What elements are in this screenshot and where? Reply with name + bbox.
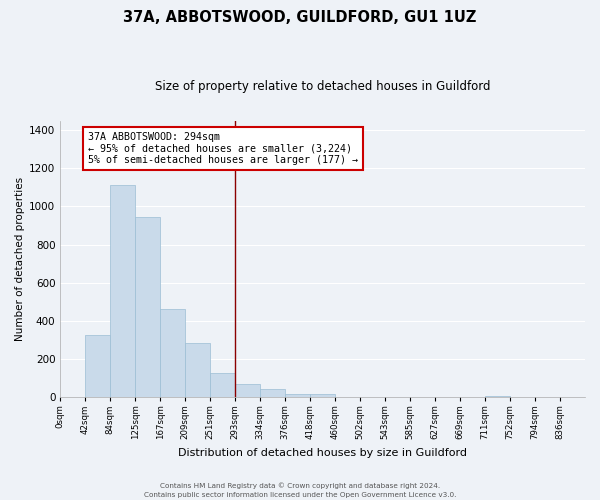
Text: 37A, ABBOTSWOOD, GUILDFORD, GU1 1UZ: 37A, ABBOTSWOOD, GUILDFORD, GU1 1UZ [124,10,476,25]
Bar [110,186,135,398]
Title: Size of property relative to detached houses in Guildford: Size of property relative to detached ho… [155,80,490,93]
Bar [235,384,260,398]
Bar [85,336,110,398]
Bar [160,309,185,398]
Bar [285,394,310,398]
Text: Contains public sector information licensed under the Open Government Licence v3: Contains public sector information licen… [144,492,456,498]
Bar [485,396,510,398]
Text: 37A ABBOTSWOOD: 294sqm
← 95% of detached houses are smaller (3,224)
5% of semi-d: 37A ABBOTSWOOD: 294sqm ← 95% of detached… [88,132,358,165]
Bar [210,373,235,398]
Bar [135,217,160,398]
Bar [260,390,285,398]
Y-axis label: Number of detached properties: Number of detached properties [15,177,25,341]
X-axis label: Distribution of detached houses by size in Guildford: Distribution of detached houses by size … [178,448,467,458]
Bar [310,394,335,398]
Bar [185,343,210,398]
Text: Contains HM Land Registry data © Crown copyright and database right 2024.: Contains HM Land Registry data © Crown c… [160,482,440,489]
